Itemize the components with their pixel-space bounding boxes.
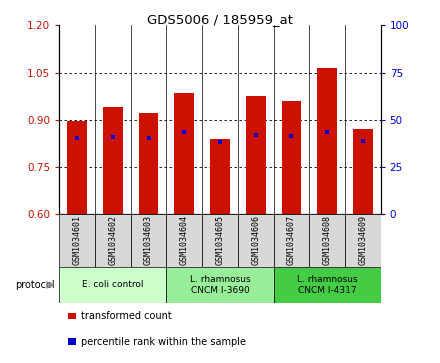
Bar: [202, 214, 238, 267]
Text: GSM1034603: GSM1034603: [144, 216, 153, 265]
Bar: [175, 93, 194, 214]
Bar: [103, 107, 123, 214]
Text: protocol: protocol: [15, 280, 55, 290]
Text: transformed count: transformed count: [81, 311, 171, 321]
Bar: [59, 267, 166, 303]
Bar: [68, 313, 76, 319]
Bar: [131, 214, 166, 267]
Text: E. coli control: E. coli control: [82, 281, 144, 289]
Bar: [67, 121, 87, 214]
Bar: [139, 114, 158, 214]
Bar: [166, 214, 202, 267]
Bar: [353, 129, 373, 214]
Bar: [95, 214, 131, 267]
Bar: [246, 96, 265, 214]
Text: L. rhamnosus
CNCM I-3690: L. rhamnosus CNCM I-3690: [190, 275, 250, 295]
Bar: [274, 267, 381, 303]
Text: GSM1034609: GSM1034609: [358, 216, 367, 265]
Text: GSM1034605: GSM1034605: [216, 216, 224, 265]
Bar: [317, 68, 337, 214]
Bar: [238, 214, 274, 267]
Text: L. rhamnosus
CNCM I-4317: L. rhamnosus CNCM I-4317: [297, 275, 357, 295]
Bar: [166, 267, 274, 303]
Text: GSM1034604: GSM1034604: [180, 216, 189, 265]
Bar: [210, 139, 230, 214]
Bar: [345, 214, 381, 267]
Text: GSM1034607: GSM1034607: [287, 216, 296, 265]
Text: GDS5006 / 185959_at: GDS5006 / 185959_at: [147, 13, 293, 26]
Text: percentile rank within the sample: percentile rank within the sample: [81, 337, 246, 347]
Text: GSM1034602: GSM1034602: [108, 216, 117, 265]
Bar: [309, 214, 345, 267]
Text: GSM1034601: GSM1034601: [73, 216, 82, 265]
Text: GSM1034606: GSM1034606: [251, 216, 260, 265]
Bar: [282, 101, 301, 214]
Text: GSM1034608: GSM1034608: [323, 216, 332, 265]
Bar: [59, 214, 95, 267]
Bar: [68, 338, 76, 345]
Bar: [274, 214, 309, 267]
